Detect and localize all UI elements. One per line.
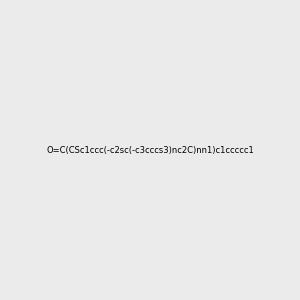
Text: O=C(CSc1ccc(-c2sc(-c3cccs3)nc2C)nn1)c1ccccc1: O=C(CSc1ccc(-c2sc(-c3cccs3)nc2C)nn1)c1cc… [46, 146, 254, 154]
